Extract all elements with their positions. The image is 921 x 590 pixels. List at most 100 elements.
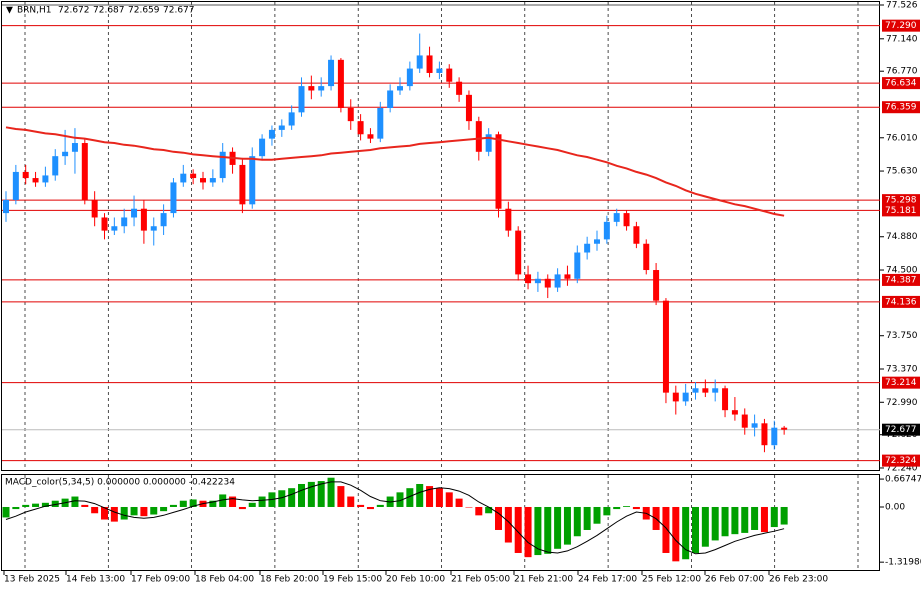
y-tick-label: 74.500 — [886, 266, 918, 276]
level-label-box — [882, 77, 920, 90]
candle-body — [662, 300, 669, 393]
y-tick-label: 73.370 — [886, 364, 918, 374]
macd-bar — [475, 506, 483, 516]
macd-bar — [426, 486, 434, 507]
moving-average — [5, 126, 785, 217]
candle-body — [209, 178, 216, 183]
macd-bar — [229, 496, 237, 507]
macd-bar — [603, 506, 611, 516]
macd-bar — [504, 506, 512, 543]
macd-bar — [32, 503, 40, 507]
macd-bar — [760, 506, 768, 533]
candle-body — [32, 178, 39, 183]
macd-bar — [573, 506, 581, 537]
candle-body — [131, 208, 138, 218]
candle-body — [781, 427, 788, 430]
x-tick-label: 21 Feb 21:00 — [514, 575, 573, 585]
candle-body — [722, 388, 729, 411]
level-label: 72.324 — [885, 456, 917, 466]
macd-bar — [337, 486, 345, 507]
candle-body — [771, 427, 778, 446]
candle-body — [475, 121, 482, 152]
candle-body — [180, 173, 187, 183]
macd-bar — [514, 506, 522, 553]
candle-body — [643, 243, 650, 271]
candle-body — [278, 125, 285, 130]
header-value: 72.659 — [128, 6, 160, 16]
candle-body — [170, 182, 177, 214]
symbol: BRN,H1 — [17, 6, 52, 16]
x-tick-label: 25 Feb 12:00 — [642, 575, 701, 585]
macd-bar — [623, 506, 631, 507]
candle-body — [495, 134, 502, 209]
candle-body — [534, 278, 541, 284]
level-label: 74.136 — [885, 297, 917, 307]
macd-bar — [780, 506, 788, 525]
macd-bar — [140, 506, 148, 517]
macd-bar — [672, 506, 680, 562]
candle-body — [623, 213, 630, 227]
macd-bar — [120, 506, 128, 520]
level-label: 77.290 — [885, 21, 917, 31]
candle-body — [525, 274, 532, 284]
macd-bar — [219, 494, 227, 507]
macd-bar — [534, 506, 542, 556]
macd-bar — [91, 506, 99, 514]
candle-body — [603, 221, 610, 240]
candle-body — [613, 213, 620, 222]
candle-body — [633, 226, 640, 244]
macd-bar — [682, 506, 690, 560]
macd-bar — [593, 506, 601, 524]
candle-body — [318, 86, 325, 91]
y-tick-label: 77.140 — [886, 34, 918, 44]
level-label-box — [882, 376, 920, 389]
candle-body — [288, 112, 295, 126]
candle-body — [71, 143, 78, 152]
candle-body — [731, 410, 738, 415]
macd-bar — [150, 506, 158, 515]
candle-body — [515, 230, 522, 275]
y-tick-label: 74.880 — [886, 232, 918, 242]
macd-bar — [563, 506, 571, 545]
macd-bar — [357, 504, 365, 507]
macd-bar — [101, 506, 108, 520]
candle-body — [268, 129, 275, 139]
candle-body — [160, 213, 167, 227]
candle-body — [387, 90, 394, 108]
candle-body — [81, 143, 88, 200]
candle-body — [101, 217, 108, 231]
candle-body — [121, 217, 128, 227]
candle-body — [584, 243, 591, 253]
level-label-box — [882, 101, 920, 114]
candle-body — [436, 68, 443, 73]
candle-body — [190, 173, 197, 179]
macd-title: MACD_color(5,34,5) 0.000000 0.000000 -0.… — [5, 478, 235, 488]
candle-body — [347, 107, 354, 122]
macd-bar — [278, 490, 286, 507]
macd-panel-frame — [1, 474, 880, 571]
candle-body — [12, 171, 19, 200]
macd-bar — [554, 506, 562, 549]
candle-body — [397, 86, 403, 91]
x-tick-label: 21 Feb 05:00 — [451, 575, 510, 585]
candle-body — [485, 134, 492, 152]
level-label: 74.387 — [885, 275, 917, 285]
candle-body — [751, 423, 758, 428]
macd-bar — [583, 506, 591, 530]
candle-body — [140, 208, 147, 231]
candle-body — [91, 199, 98, 218]
candle-body — [249, 156, 256, 205]
macd-y-tick-label: 0.66747 — [885, 475, 921, 485]
macd-bar — [485, 506, 493, 514]
candle-body — [239, 164, 246, 205]
header-value: 72.672 — [58, 6, 90, 16]
triangle-icon: ▼ — [6, 6, 13, 16]
candle-body — [712, 388, 719, 393]
macd-bar — [130, 506, 138, 516]
candle-body — [653, 270, 660, 301]
candle-body — [465, 94, 472, 122]
candle-body — [219, 151, 226, 179]
candle-body — [505, 208, 512, 231]
level-label-box — [882, 19, 920, 32]
y-tick-label: 76.770 — [886, 67, 918, 77]
